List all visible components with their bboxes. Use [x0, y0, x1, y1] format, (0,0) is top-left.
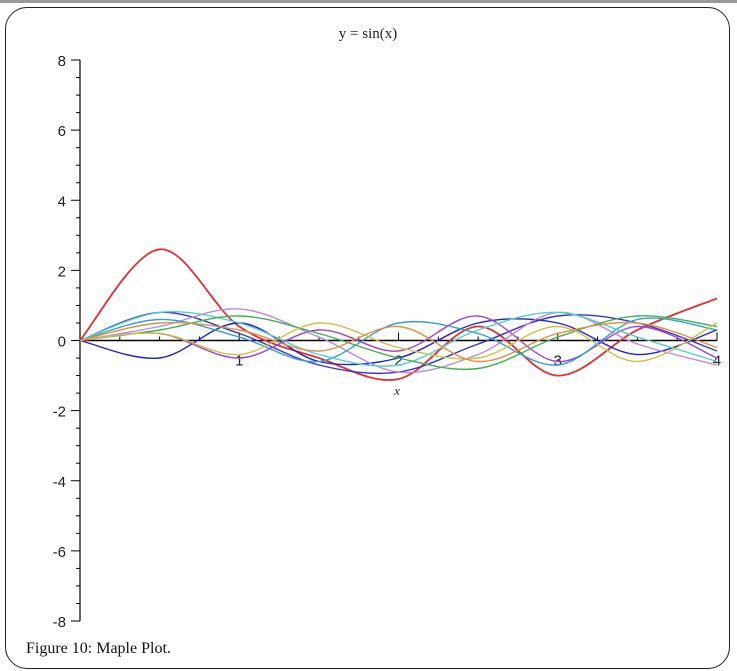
y-tick-label: 6	[58, 123, 66, 140]
chart-title: y = sin(x)	[339, 26, 397, 42]
x-tick-label: 2	[394, 353, 402, 370]
series-line-10	[79, 321, 718, 363]
series-line-9	[79, 322, 718, 363]
y-tick-label: -8	[53, 614, 66, 631]
y-tick-label: -6	[53, 544, 66, 561]
series-lines	[79, 248, 718, 381]
x-tick-label: 1	[235, 353, 243, 370]
figure-frame	[5, 7, 730, 669]
x-axis-label: x	[393, 383, 400, 398]
y-tick-label: -4	[53, 474, 66, 491]
series-line-1	[79, 248, 718, 381]
y-tick-label: 2	[58, 263, 66, 280]
top-border-line	[0, 0, 737, 3]
series-line-4	[79, 315, 718, 363]
series-line-5	[79, 308, 718, 374]
y-tick-label: -2	[53, 404, 66, 421]
y-tick-label: 8	[58, 53, 66, 70]
figure-caption: Figure 10: Maple Plot.	[26, 640, 171, 657]
series-line-6	[79, 317, 718, 366]
series-line-7	[79, 311, 718, 367]
y-tick-label: 0	[58, 334, 66, 351]
y-tick-label: 4	[58, 193, 66, 210]
